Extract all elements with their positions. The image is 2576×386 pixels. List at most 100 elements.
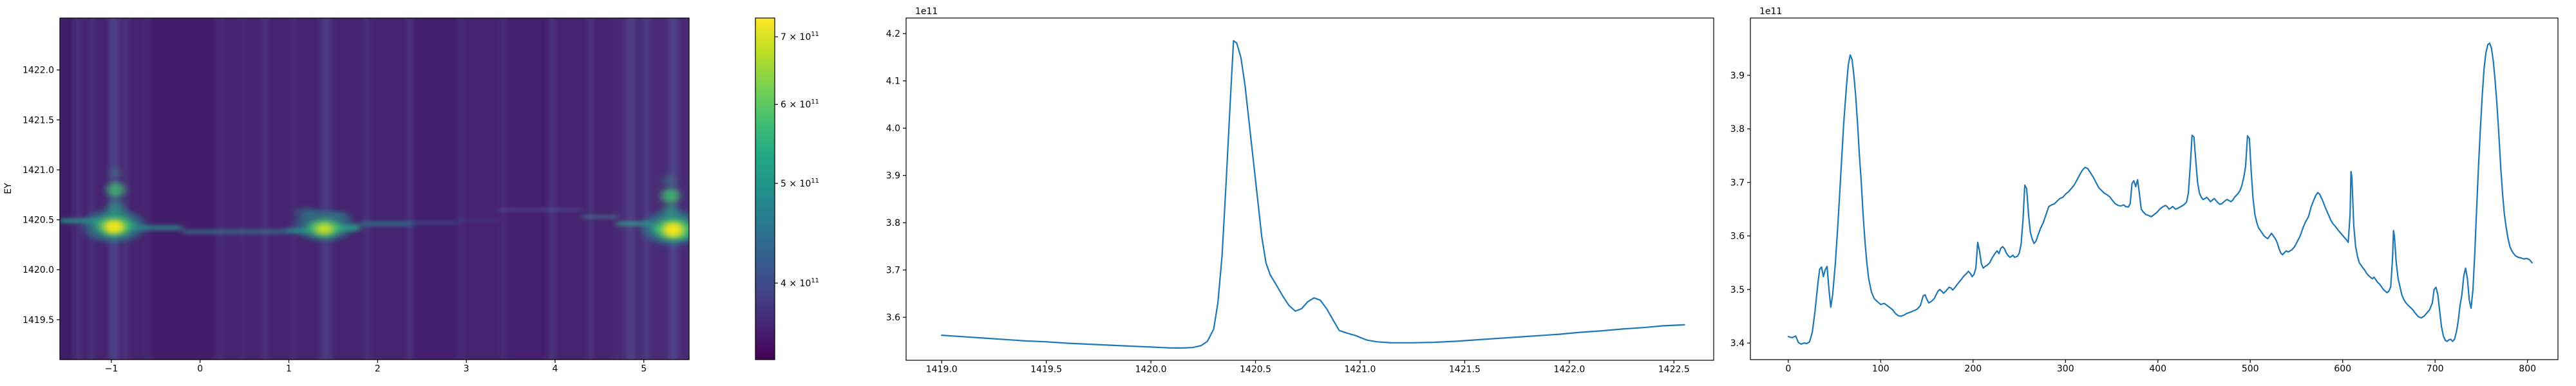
heatmap-emission-blob: [106, 182, 125, 198]
x-tick-label: 1420.5: [1240, 365, 1271, 375]
heatmap-stripe: [711, 18, 715, 360]
axes-spines: [905, 17, 1714, 361]
heatmap-stripe: [123, 18, 128, 360]
heatmap-image: [60, 18, 715, 360]
x-tick-label: 800: [2519, 364, 2536, 374]
x-tick-label: 1422.5: [1658, 365, 1690, 375]
heatmap-ridge-segment: [136, 225, 183, 231]
heatmap-stripe: [502, 18, 506, 360]
y-tick-label: 3.6: [1730, 232, 1745, 242]
heatmap-ridge-segment: [359, 221, 413, 226]
y-tick-label: 1420.0: [23, 265, 54, 275]
y-tick-label: 3.5: [1730, 285, 1745, 295]
lineplot-center-offset-label: 1e11: [915, 6, 938, 17]
x-tick-label: 100: [1872, 364, 1889, 374]
x-tick-label: 3: [464, 364, 469, 374]
x-tick-label: −1: [105, 364, 118, 374]
data-line: [1787, 42, 2533, 345]
x-tick-label: 1419.0: [926, 365, 958, 375]
heatmap-stripe: [90, 18, 95, 360]
line-plot-right-axes: 0 100 200 300 400 500 600 700 800 3.4 3.5 3.6 3.7 3.8…: [1730, 17, 2559, 374]
heatmap-ridge-segment: [617, 221, 653, 226]
heatmap-emission-blob: [663, 222, 684, 238]
lineplot-right-offset-label: 1e11: [1759, 6, 1782, 17]
heatmap-emission-blob: [661, 188, 680, 204]
heatmap-stripe: [73, 18, 82, 360]
y-tick-label: 4.2: [886, 29, 900, 39]
x-tick-label: 1: [286, 364, 292, 374]
y-tick-label: 4.0: [886, 124, 900, 134]
x-tick-label: 700: [2427, 364, 2444, 374]
x-tick-label: 1421.0: [1344, 365, 1376, 375]
line-plot-center-axes: 1419.0 1419.5 1420.0 1420.5 1421.0 1421.5 1422…: [886, 17, 1714, 375]
heatmap-stripe: [408, 18, 413, 360]
heatmap-ridge-segment: [60, 218, 101, 223]
y-tick-label: 3.7: [1730, 178, 1745, 188]
heatmap-stripe: [506, 18, 551, 360]
x-tick-label: 500: [2242, 364, 2259, 374]
heatmap-axes: −1 0 1 2 3 4 5 1419.5 1420.0 1420.5 1421.0 1421.5 14…: [23, 17, 715, 374]
heatmap-ridge-segment: [457, 218, 498, 222]
y-tick-label: 1421.0: [23, 165, 54, 176]
heatmap-emission-blob: [109, 167, 122, 179]
y-tick-label: 3.9: [1730, 71, 1745, 81]
x-tick-label: 1421.5: [1449, 365, 1481, 375]
y-tick-label: 1422.0: [23, 66, 54, 76]
data-line: [941, 40, 1685, 349]
colorbar-gradient: [755, 17, 775, 360]
colorbar-tick-label: 5 × 1011: [781, 178, 819, 189]
heatmap-stripe: [216, 18, 223, 360]
heatmap-stripe: [410, 18, 460, 360]
colorbar-tick-label: 6 × 1011: [781, 98, 819, 110]
heatmap-stripe: [549, 18, 554, 360]
y-tick-label: 3.6: [886, 313, 900, 323]
heatmap-ridge-segment: [182, 229, 285, 234]
heatmap-stripe: [643, 18, 650, 360]
heatmap-emission-blob: [663, 203, 679, 218]
axes-spines: [1750, 17, 2559, 360]
y-tick-label: 4.1: [886, 77, 900, 87]
heatmap-stripe: [240, 18, 245, 360]
y-tick-label: 3.9: [886, 171, 900, 181]
heatmap-stripe: [320, 18, 332, 360]
x-tick-label: 300: [2057, 364, 2074, 374]
colorbar: 7 × 1011 6 × 1011 5 × 1011 4 × 1011: [755, 17, 819, 360]
heatmap-stripe: [588, 18, 593, 360]
colorbar-tick-label: 4 × 1011: [781, 277, 819, 289]
x-tick-label: 2: [375, 364, 381, 374]
heatmap-emission-blob: [662, 175, 676, 187]
y-tick-label: 3.4: [1730, 338, 1745, 349]
y-tick-label: 1419.5: [23, 315, 54, 326]
heatmap-stripe: [365, 18, 370, 360]
x-tick-label: 200: [1964, 364, 1982, 374]
heatmap-stripe: [626, 18, 635, 360]
y-tick-label: 1420.5: [23, 216, 54, 226]
x-tick-label: 1420.0: [1135, 365, 1167, 375]
y-tick-label: 3.7: [886, 266, 900, 276]
heatmap-stripe: [149, 18, 216, 360]
heatmap-stripe: [692, 18, 697, 360]
heatmap-stripe: [262, 18, 267, 360]
x-tick-label: 600: [2334, 364, 2351, 374]
x-tick-label: 5: [641, 364, 647, 374]
y-tick-label: 3.8: [886, 218, 900, 228]
colorbar-tick-label: 7 × 1011: [781, 31, 819, 42]
heatmap-emission-blob: [331, 211, 350, 221]
heatmap-stripe: [146, 18, 151, 360]
heatmap-ridge-segment: [497, 208, 582, 212]
x-tick-label: 0: [197, 364, 203, 374]
heatmap-ridge-segment: [582, 215, 618, 219]
x-tick-label: 400: [2149, 364, 2166, 374]
x-tick-label: 0: [1785, 364, 1791, 374]
heatmap-emission-blob: [295, 207, 319, 218]
heatmap-emission-blob: [315, 223, 334, 235]
x-tick-label: 4: [552, 364, 558, 374]
heatmap-stripe: [290, 18, 296, 360]
heatmap-emission-blob: [104, 219, 125, 234]
axes-spines: [59, 17, 690, 360]
y-tick-label: 3.8: [1730, 124, 1745, 134]
x-tick-label: 1419.5: [1030, 365, 1062, 375]
heatmap-stripe: [60, 18, 75, 360]
